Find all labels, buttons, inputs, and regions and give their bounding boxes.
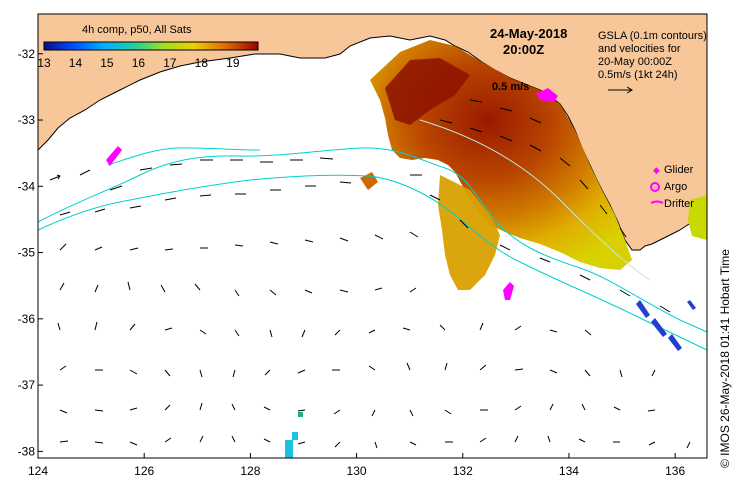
plot-frame bbox=[37, 13, 708, 459]
x-tick-label: 130 bbox=[347, 464, 367, 478]
x-tick-label: 124 bbox=[28, 464, 48, 478]
x-tick-label: 136 bbox=[665, 464, 685, 478]
gsla-contour-2 bbox=[37, 174, 708, 351]
x-tick-label: 132 bbox=[453, 464, 473, 478]
colorbar-label: 4h comp, p50, All Sats bbox=[82, 24, 192, 36]
map-time: 20:00Z bbox=[503, 42, 544, 57]
y-tick-label: -34 bbox=[18, 179, 36, 193]
glider-marker: ◆ bbox=[653, 166, 660, 176]
colorbar-tick-label: 18 bbox=[195, 56, 209, 70]
current-vectors bbox=[49, 99, 691, 449]
gsla-contour-1 bbox=[37, 147, 708, 333]
legend-glider: Glider bbox=[664, 164, 694, 176]
legend-argo: Argo bbox=[664, 181, 687, 193]
colorbar-tick-label: 16 bbox=[132, 56, 146, 70]
drifter-track bbox=[536, 88, 558, 102]
colorbar-tick-label: 14 bbox=[69, 56, 83, 70]
y-tick-label: -35 bbox=[18, 246, 36, 260]
y-tick-label: -37 bbox=[18, 378, 36, 392]
colorbar bbox=[43, 41, 259, 51]
glider-track-1 bbox=[106, 146, 122, 166]
gsla-contour-3 bbox=[107, 147, 261, 166]
gsla-note-line4: 0.5m/s (1kt 24h) bbox=[598, 69, 677, 81]
x-tick-label: 126 bbox=[134, 464, 154, 478]
gsla-contour-4 bbox=[419, 119, 651, 281]
x-tick-label: 134 bbox=[559, 464, 579, 478]
colorbar-tick-label: 13 bbox=[37, 56, 51, 70]
gsla-note-line1: GSLA (0.1m contours) bbox=[598, 30, 707, 42]
scale-arrow bbox=[608, 86, 633, 94]
cyan-sst-patches bbox=[285, 412, 303, 458]
y-tick-label: -33 bbox=[18, 113, 36, 127]
map-date: 24-May-2018 bbox=[490, 26, 567, 41]
credit-text: © IMOS 26-May-2018 01:41 Hobart Time bbox=[718, 249, 732, 468]
gsla-note-line3: 20-May 00:00Z bbox=[598, 56, 672, 68]
gsla-note-line2: and velocities for bbox=[598, 43, 681, 55]
sst-patch-tongue bbox=[438, 175, 500, 290]
y-tick-label: -36 bbox=[18, 312, 36, 326]
colorbar-tick-label: 17 bbox=[163, 56, 177, 70]
y-axis: -32 -33 -34 -35 -36 -37 -38 bbox=[18, 47, 43, 458]
legend-drifter: Drifter bbox=[664, 198, 694, 210]
cool-sst-patches bbox=[636, 300, 696, 351]
arrow-scale-label: 0.5 m/s bbox=[492, 81, 529, 93]
colorbar-tick-label: 15 bbox=[100, 56, 114, 70]
x-tick-label: 128 bbox=[240, 464, 260, 478]
argo-marker bbox=[650, 182, 660, 192]
sst-patch-dark bbox=[385, 58, 470, 125]
drifter-marker bbox=[650, 200, 664, 204]
colorbar-ticks: 13 14 15 16 17 18 19 bbox=[37, 56, 239, 70]
y-tick-label: -38 bbox=[18, 444, 36, 458]
sst-patch-east bbox=[688, 195, 707, 240]
colorbar-tick-label: 19 bbox=[226, 56, 240, 70]
y-tick-label: -32 bbox=[18, 47, 36, 61]
glider-track-2 bbox=[503, 282, 514, 300]
x-axis: 124 126 128 130 132 134 136 bbox=[28, 453, 685, 478]
